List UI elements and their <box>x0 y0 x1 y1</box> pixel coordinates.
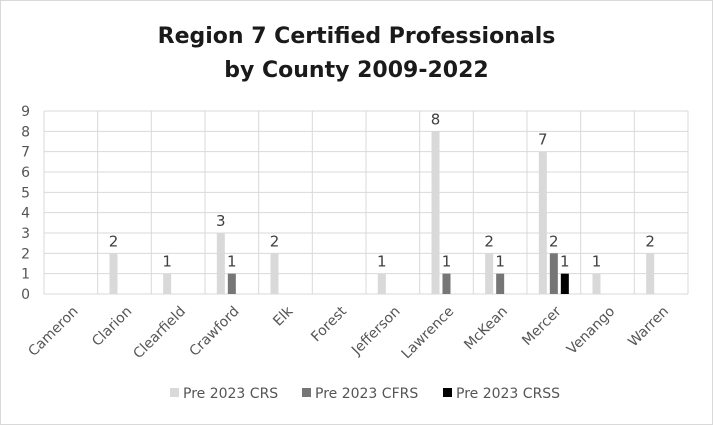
data-label-lawrence-pre-2023-cfrs: 1 <box>442 253 452 271</box>
x-tick-label-mercer: Mercer <box>519 303 565 349</box>
bar-lawrence-pre-2023-crs <box>431 131 440 294</box>
bar-jefferson-pre-2023-crs <box>377 273 386 294</box>
data-label-mercer-pre-2023-crss: 1 <box>560 253 570 271</box>
data-label-mckean-pre-2023-cfrs: 1 <box>495 253 505 271</box>
data-label-elk-pre-2023-crs: 2 <box>270 232 280 250</box>
x-tick-label-forest: Forest <box>308 303 350 345</box>
y-tick-label: 2 <box>21 246 30 262</box>
bar-crawford-pre-2023-crs <box>216 233 225 294</box>
data-label-lawrence-pre-2023-crs: 8 <box>431 110 441 128</box>
data-label-crawford-pre-2023-cfrs: 1 <box>227 253 237 271</box>
bar-crawford-pre-2023-cfrs <box>227 273 236 294</box>
legend-swatch-pre-2023-crs <box>170 388 179 397</box>
bar-mercer-pre-2023-crs <box>538 151 547 294</box>
bars <box>109 131 655 294</box>
y-tick-label: 7 <box>21 145 30 161</box>
x-tick-label-jefferson: Jefferson <box>348 304 404 360</box>
chart-title-line-2: by County 2009-2022 <box>224 58 489 83</box>
bar-mercer-pre-2023-cfrs <box>549 253 558 294</box>
data-label-venango-pre-2023-crs: 1 <box>592 253 602 271</box>
data-label-jefferson-pre-2023-crs: 1 <box>377 253 387 271</box>
x-tick-label-lawrence: Lawrence <box>399 304 458 363</box>
data-label-mckean-pre-2023-crs: 2 <box>484 232 494 250</box>
data-label-mercer-pre-2023-crs: 7 <box>538 131 548 149</box>
y-tick-label: 3 <box>21 226 30 242</box>
bar-venango-pre-2023-crs <box>592 273 601 294</box>
y-axis-ticks: 0 1 2 3 4 5 6 7 8 9 <box>21 104 30 303</box>
y-tick-label: 1 <box>21 267 30 283</box>
chart-title-line-1: Region 7 Certified Professionals <box>157 24 556 49</box>
bar-mckean-pre-2023-crs <box>485 253 494 294</box>
x-tick-label-venango: Venango <box>564 304 618 358</box>
bar-mercer-pre-2023-crss <box>560 273 569 294</box>
legend-swatch-pre-2023-crss <box>443 388 452 397</box>
x-tick-label-elk: Elk <box>270 303 297 330</box>
legend-swatch-pre-2023-cfrs <box>302 388 311 397</box>
y-tick-label: 6 <box>21 165 30 181</box>
x-tick-label-mckean: McKean <box>461 304 511 354</box>
x-tick-label-clearfield: Clearfield <box>130 304 189 363</box>
legend: Pre 2023 CRS Pre 2023 CFRS Pre 2023 CRSS <box>170 386 560 402</box>
x-tick-label-crawford: Crawford <box>186 304 242 360</box>
x-tick-label-clarion: Clarion <box>89 304 135 350</box>
y-tick-label: 0 <box>21 287 30 303</box>
legend-label-pre-2023-cfrs: Pre 2023 CFRS <box>315 386 418 402</box>
data-label-crawford-pre-2023-crs: 3 <box>216 212 226 230</box>
data-label-mercer-pre-2023-cfrs: 2 <box>549 232 559 250</box>
legend-label-pre-2023-crss: Pre 2023 CRSS <box>456 386 560 402</box>
gridlines <box>43 110 689 295</box>
bar-mckean-pre-2023-cfrs <box>496 273 505 294</box>
y-tick-label: 5 <box>21 185 30 201</box>
x-tick-label-cameron: Cameron <box>25 304 81 360</box>
bar-clarion-pre-2023-crs <box>109 253 118 294</box>
y-tick-label: 4 <box>21 206 30 222</box>
bar-lawrence-pre-2023-cfrs <box>442 273 451 294</box>
bar-elk-pre-2023-crs <box>270 253 279 294</box>
bar-clearfield-pre-2023-crs <box>163 273 172 294</box>
data-label-clearfield-pre-2023-crs: 1 <box>162 253 172 271</box>
y-tick-label: 9 <box>21 104 30 120</box>
legend-label-pre-2023-crs: Pre 2023 CRS <box>183 386 278 402</box>
data-label-warren-pre-2023-crs: 2 <box>645 232 655 250</box>
y-tick-label: 8 <box>21 124 30 140</box>
data-label-clarion-pre-2023-crs: 2 <box>109 232 119 250</box>
x-tick-label-warren: Warren <box>625 304 672 351</box>
bar-warren-pre-2023-crs <box>646 253 655 294</box>
